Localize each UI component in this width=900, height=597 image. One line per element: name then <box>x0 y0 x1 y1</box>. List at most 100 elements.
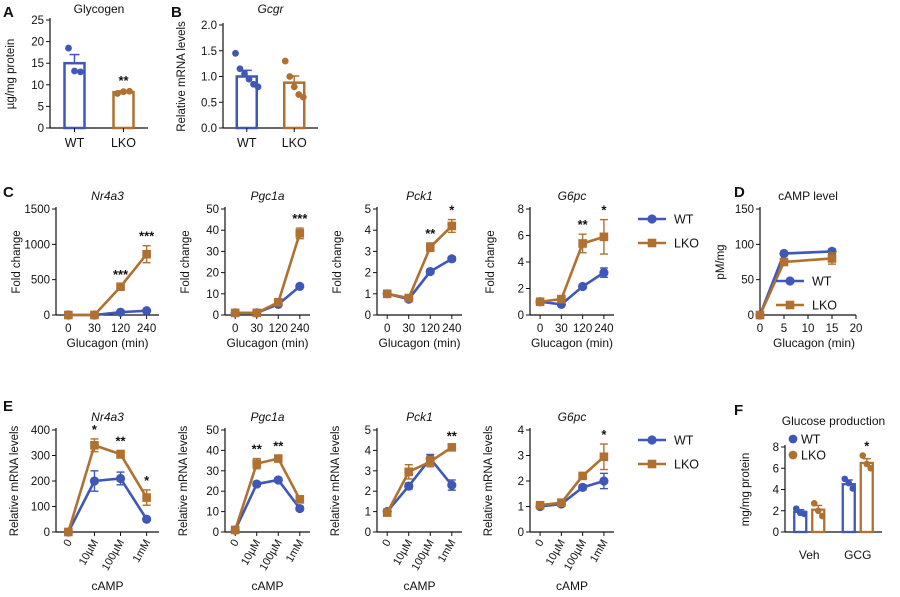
y-tick-label: 4 <box>365 225 372 237</box>
x-tick-label: 0 <box>65 323 71 335</box>
data-point-lko <box>273 454 283 463</box>
panel-B-1: B Gcgr 0.0 0.5 1.0 1.5 2.0 Relative mRNA levels… <box>171 2 318 150</box>
significance-mark: * <box>864 439 870 454</box>
y-tick-label: 8 <box>518 204 524 216</box>
x-tick-label: 1mM <box>588 538 611 565</box>
data-point <box>290 83 298 91</box>
y-tick-label: 500 <box>31 275 50 287</box>
data-point-lko <box>230 308 240 318</box>
series-line-lko <box>233 457 301 531</box>
data-point-lko <box>273 297 283 307</box>
data-point <box>65 44 72 52</box>
y-tick-label: 0 <box>44 310 50 322</box>
y-tick-label: 2 <box>773 506 779 518</box>
x-tick-label: LKO <box>111 136 136 150</box>
y-axis-label: Relative mRNA levels <box>330 425 342 536</box>
data-point <box>299 93 307 101</box>
y-tick-label: 0 <box>773 527 779 539</box>
y-tick-label: 300 <box>31 451 50 463</box>
legend-label: WT <box>674 434 694 448</box>
y-tick-label: 2.0 <box>201 20 217 32</box>
data-point-lko <box>557 498 566 507</box>
significance-mark: * <box>449 203 455 218</box>
y-axis-label: Fold change <box>11 230 23 293</box>
series-line-wt <box>539 271 605 306</box>
y-tick-label: 1 <box>365 289 371 301</box>
data-point-lko <box>447 221 457 231</box>
panel-letter: F <box>734 402 743 419</box>
y-tick-label: 50 <box>206 204 219 216</box>
data-point-wt <box>115 473 126 484</box>
significance-mark: ** <box>115 433 126 448</box>
y-tick-label: 30 <box>206 246 219 258</box>
series-line-lko <box>68 253 148 317</box>
x-tick-label: 0 <box>232 323 238 335</box>
data-point-lko <box>142 493 151 502</box>
x-tick-label: 5 <box>781 323 787 335</box>
data-point-wt <box>142 306 152 316</box>
data-point-lko <box>252 459 262 468</box>
y-tick-label: 0 <box>748 310 754 322</box>
chart-title: G6pc <box>558 410 587 424</box>
x-tick-label: 240 <box>594 323 613 335</box>
y-tick-label: 50 <box>741 275 754 287</box>
legend-label: WT <box>801 433 821 447</box>
legend-marker-wt <box>647 435 657 445</box>
panel-letter: A <box>3 4 14 21</box>
data-point <box>849 485 857 492</box>
x-tick-label: 15 <box>826 323 839 335</box>
y-tick-label: 0 <box>365 310 371 322</box>
data-point <box>810 500 818 507</box>
x-axis-label: cAMP <box>91 579 123 593</box>
y-tick-label: 15 <box>31 58 44 70</box>
legend: WT LKO <box>788 433 826 463</box>
y-tick-label: 2 <box>518 284 524 296</box>
data-point-wt <box>447 480 457 490</box>
data-point-lko <box>295 495 305 504</box>
x-axis-label: Glucagon (min) <box>66 336 148 350</box>
y-axis-label: Relative mRNA levels <box>176 21 188 132</box>
y-tick-label: 6 <box>518 231 524 243</box>
panel-letter: E <box>3 398 13 415</box>
panel-C-2: C Nr4a3 0 500 1000 1500 Fold change 0 30 120 240Gl… <box>3 184 159 350</box>
legend-label: WT <box>674 213 694 227</box>
legend: WT LKO <box>638 434 699 472</box>
legend-label: LKO <box>812 299 837 313</box>
series-line-lko <box>386 225 453 300</box>
y-tick-label: 150 <box>735 204 754 216</box>
significance-mark: ** <box>578 217 589 232</box>
data-point-wt <box>578 281 588 292</box>
y-tick-label: 8 <box>773 442 779 454</box>
significance-mark: *** <box>292 211 308 226</box>
significance-mark: * <box>601 203 607 218</box>
y-tick-label: 0 <box>213 310 219 322</box>
y-tick-label: 3 <box>518 451 524 463</box>
series-line-lko <box>539 235 605 304</box>
y-tick-label: 1 <box>365 507 371 519</box>
data-point <box>845 479 853 487</box>
x-tick-label: 120 <box>269 323 288 335</box>
series-line-lko <box>386 446 453 514</box>
data-point-lko <box>382 289 392 299</box>
y-tick-label: 1.5 <box>201 46 217 58</box>
x-tick-label: 0 <box>384 323 390 335</box>
legend-marker-wt <box>788 434 798 444</box>
chart-title: cAMP level <box>778 189 838 203</box>
data-point <box>120 88 127 96</box>
x-tick-label: 240 <box>442 323 461 335</box>
data-point-lko <box>827 254 837 263</box>
y-tick-label: 2 <box>365 268 371 280</box>
legend-marker-lko <box>785 300 795 310</box>
series-line-wt <box>386 257 453 301</box>
data-point <box>859 452 867 459</box>
chart-title: Glycogen <box>74 2 125 16</box>
x-tick-label: 0 <box>537 323 543 335</box>
data-point-wt <box>599 268 609 278</box>
y-tick-label: 1.0 <box>201 72 217 84</box>
chart-title: Glucose production <box>782 414 885 428</box>
data-point-wt <box>425 266 435 277</box>
data-point-wt <box>142 514 152 524</box>
